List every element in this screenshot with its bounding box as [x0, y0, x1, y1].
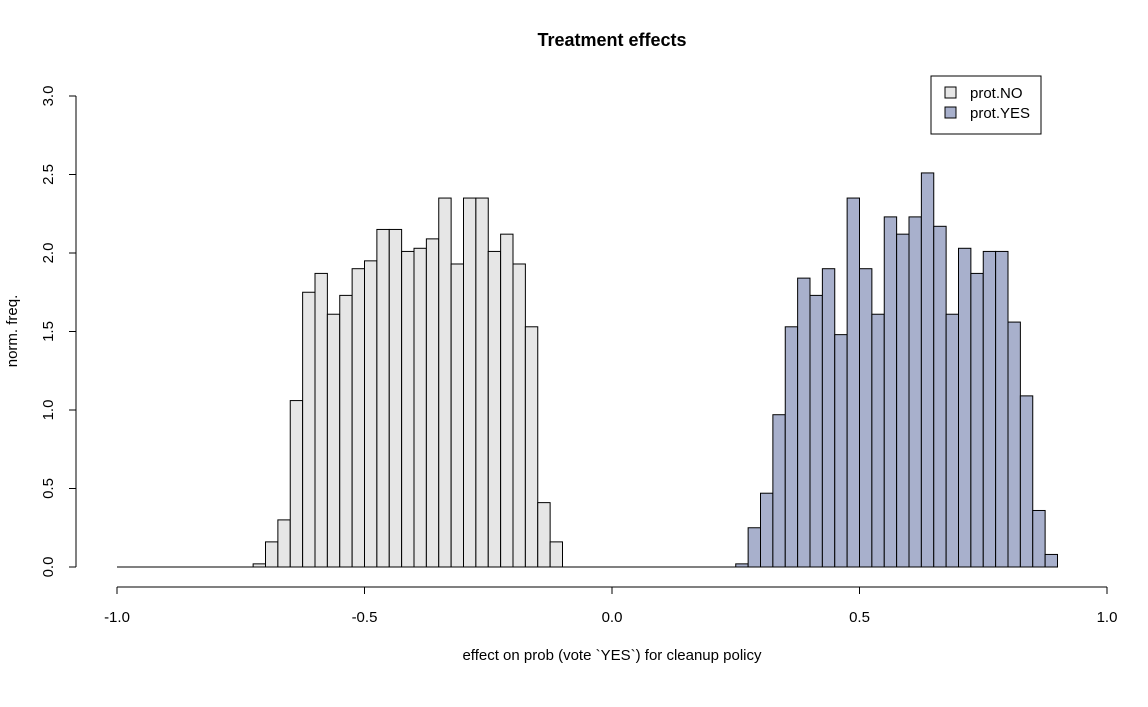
bar-prot-no-8: [351, 268, 365, 568]
bar-prot-no-2: [277, 519, 291, 568]
bar-prot-no-21: [512, 263, 526, 568]
bar-prot-no-11: [388, 228, 403, 568]
bar-prot-no-18: [475, 197, 489, 568]
x-tick-label-3: 0.5: [849, 609, 870, 626]
bar-prot-yes-13: [896, 233, 910, 568]
bar-prot-no-3: [289, 400, 304, 568]
y-tick-label-0: 0.0: [40, 557, 57, 578]
bar-prot-yes-8: [834, 334, 848, 568]
bar-prot-yes-10: [859, 268, 873, 568]
bar-prot-no-19: [487, 250, 502, 568]
x-axis: -1.0 -0.5 0.0 0.5 1.0: [104, 586, 1118, 626]
bar-prot-yes-5: [797, 277, 811, 568]
bars-layer: [252, 172, 1058, 568]
bar-prot-yes-20: [982, 250, 997, 568]
bar-prot-no-22: [524, 326, 539, 568]
bar-prot-yes-19: [970, 272, 984, 568]
bar-prot-no-20: [500, 233, 514, 568]
legend-label-prot-no: prot.NO: [970, 85, 1023, 102]
bar-prot-no-12: [401, 250, 415, 568]
bar-prot-yes-3: [772, 414, 786, 568]
x-tick-label-4: 1.0: [1097, 609, 1118, 626]
y-axis-label: norm. freq.: [4, 295, 21, 368]
x-axis-label: effect on prob (vote `YES`) for cleanup …: [462, 647, 762, 664]
bar-prot-no-14: [425, 238, 440, 568]
bar-prot-no-10: [376, 228, 390, 568]
bar-prot-yes-23: [1019, 395, 1034, 568]
bar-prot-yes-22: [1007, 321, 1021, 568]
bar-prot-no-13: [413, 247, 427, 568]
y-tick-label-2: 1.0: [40, 400, 57, 421]
bar-prot-yes-17: [945, 313, 959, 568]
x-tick-label-1: -0.5: [352, 609, 378, 626]
y-tick-label-1: 0.5: [40, 478, 57, 499]
bar-prot-yes-12: [883, 216, 898, 568]
bar-prot-no-15: [438, 197, 452, 568]
x-tick-label-0: -1.0: [104, 609, 130, 626]
y-tick-label-3: 1.5: [40, 321, 57, 342]
bar-prot-yes-21: [995, 250, 1009, 568]
legend-label-prot-yes: prot.YES: [970, 105, 1030, 122]
bar-prot-yes-11: [871, 313, 885, 568]
bar-prot-yes-14: [908, 216, 922, 568]
bar-prot-yes-2: [760, 492, 774, 568]
bar-prot-no-6: [326, 313, 341, 568]
bar-prot-no-16: [450, 263, 464, 568]
bar-prot-yes-4: [784, 326, 799, 568]
y-tick-label-5: 2.5: [40, 164, 57, 185]
legend-swatch-prot-no: [944, 86, 957, 99]
bar-prot-no-1: [265, 541, 279, 568]
bar-prot-yes-9: [846, 197, 860, 568]
bar-prot-yes-18: [958, 247, 972, 568]
bar-prot-no-24: [549, 541, 563, 568]
bar-prot-no-23: [537, 502, 551, 568]
bar-prot-no-9: [364, 260, 378, 568]
bar-prot-yes-25: [1044, 553, 1058, 568]
legend: prot.NO prot.YES: [930, 75, 1042, 135]
legend-swatch-prot-yes: [944, 106, 957, 119]
bar-prot-yes-7: [821, 268, 836, 568]
bar-prot-yes-15: [920, 172, 935, 568]
bar-prot-yes-24: [1032, 509, 1046, 568]
chart-title: Treatment effects: [537, 30, 686, 50]
y-tick-label-4: 2.0: [40, 243, 57, 264]
bar-prot-yes-1: [747, 527, 761, 568]
bar-prot-no-5: [314, 272, 328, 568]
bar-prot-yes-6: [809, 294, 823, 568]
bar-prot-yes-16: [933, 225, 947, 568]
y-tick-label-6: 3.0: [40, 86, 57, 107]
bar-prot-no-17: [463, 197, 477, 568]
legend-box: [930, 75, 1042, 135]
x-tick-label-2: 0.0: [602, 609, 623, 626]
bar-prot-no-4: [302, 291, 316, 568]
bar-prot-no-7: [339, 294, 353, 568]
y-axis: 0.0 0.5 1.0 1.5 2.0 2.5 3.0: [40, 86, 77, 578]
